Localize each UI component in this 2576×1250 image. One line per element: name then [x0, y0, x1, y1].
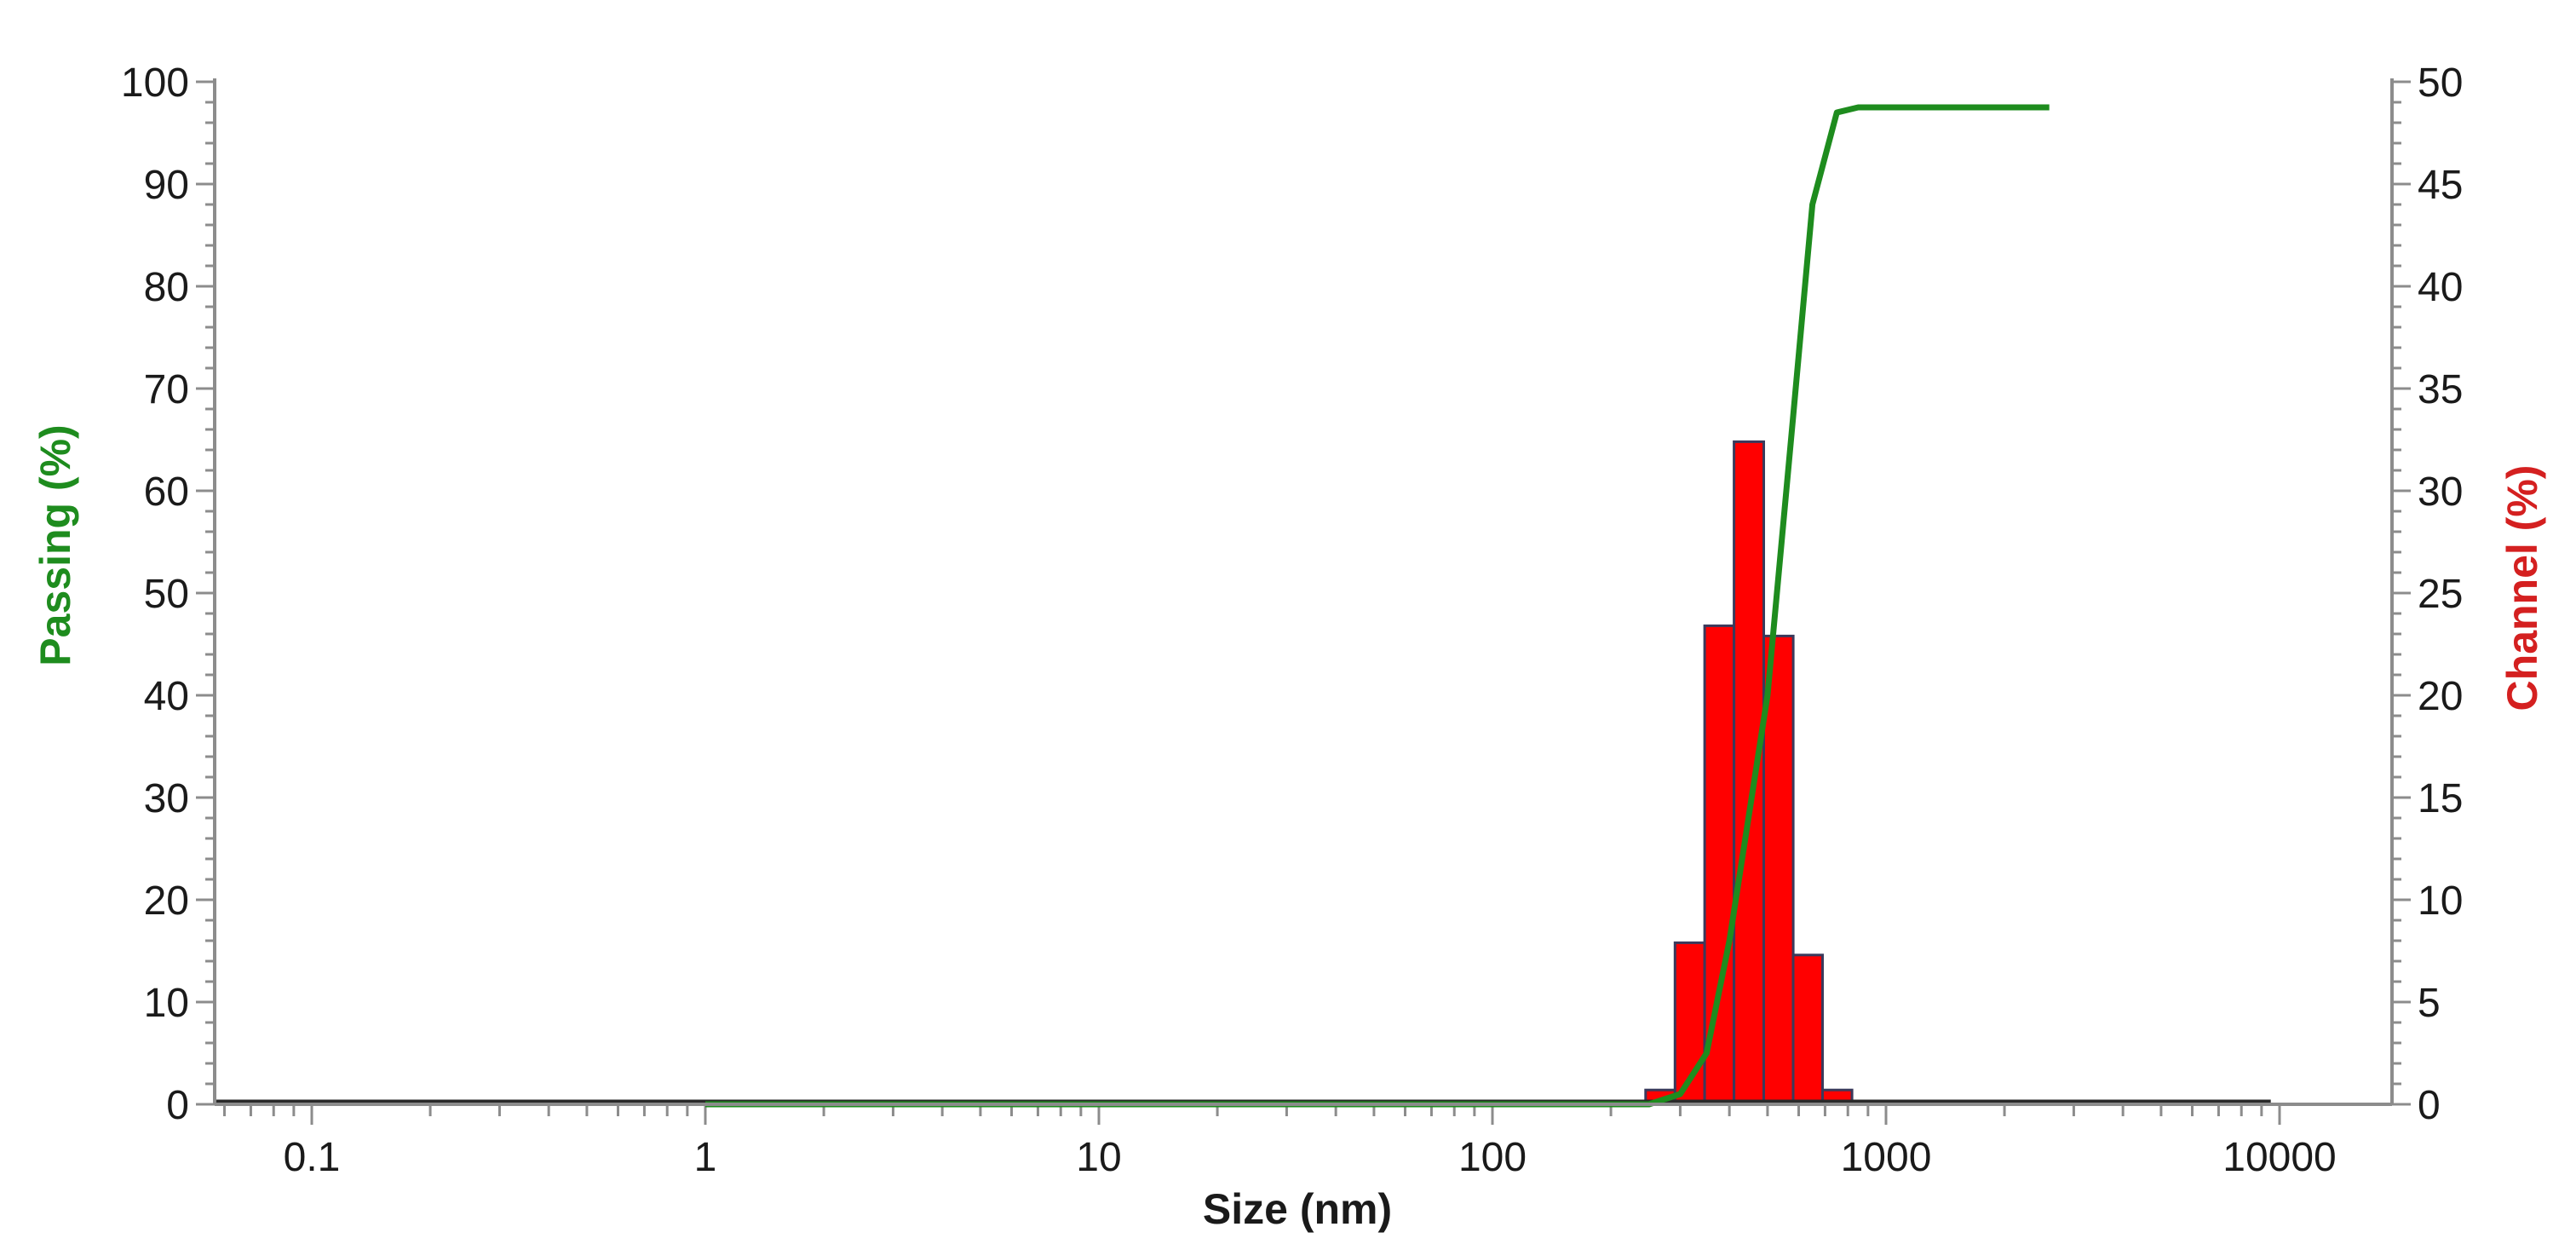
- left-tick-label: 90: [144, 163, 189, 208]
- left-axis-title: Passing (%): [32, 424, 79, 665]
- left-tick-label: 0: [166, 1083, 189, 1128]
- x-axis-title: Size (nm): [1203, 1185, 1392, 1233]
- right-tick-label: 35: [2418, 367, 2463, 412]
- x-tick-label: 0.1: [284, 1135, 341, 1180]
- left-tick-label: 50: [144, 572, 189, 617]
- left-axis-ticks: 0 10 20 30 40 50 60 70 80 90 100: [121, 60, 215, 1128]
- channel-bar-3: [1733, 440, 1765, 1106]
- right-tick-label: 25: [2418, 572, 2463, 617]
- x-tick-label: 100: [1458, 1135, 1527, 1180]
- x-tick-label: 1: [694, 1135, 717, 1180]
- right-tick-label: 20: [2418, 674, 2463, 719]
- left-tick-label: 30: [144, 776, 189, 821]
- x-axis-ticks: 0.1 1 10 100 1000 10000: [223, 1104, 2337, 1180]
- left-tick-label: 100: [121, 60, 189, 106]
- x-tick-label: 10000: [2222, 1135, 2336, 1180]
- right-tick-label: 30: [2418, 469, 2463, 515]
- left-tick-label: 20: [144, 878, 189, 924]
- right-tick-label: 45: [2418, 163, 2463, 208]
- left-tick-label: 70: [144, 367, 189, 412]
- left-tick-label: 80: [144, 265, 189, 310]
- passing-curve: [705, 104, 2050, 1108]
- right-tick-label: 10: [2418, 878, 2463, 924]
- passing-line: [705, 104, 2050, 1108]
- right-tick-label: 40: [2418, 265, 2463, 310]
- axes: [213, 78, 2394, 1106]
- left-tick-label: 40: [144, 674, 189, 719]
- channel-bars: [1644, 440, 1854, 1106]
- channel-bar-5: [1791, 953, 1824, 1106]
- x-tick-label: 10: [1076, 1135, 1121, 1180]
- right-tick-label: 15: [2418, 776, 2463, 821]
- right-tick-label: 0: [2418, 1083, 2441, 1128]
- right-axis-title: Channel (%): [2498, 465, 2546, 711]
- left-tick-label: 60: [144, 469, 189, 515]
- right-axis-ticks: 0 5 10 15 20 25 30 35 40 45 50: [2392, 60, 2463, 1128]
- right-tick-label: 50: [2418, 60, 2463, 106]
- right-tick-label: 5: [2418, 981, 2441, 1026]
- x-tick-label: 1000: [1841, 1135, 1932, 1180]
- left-tick-label: 10: [144, 981, 189, 1026]
